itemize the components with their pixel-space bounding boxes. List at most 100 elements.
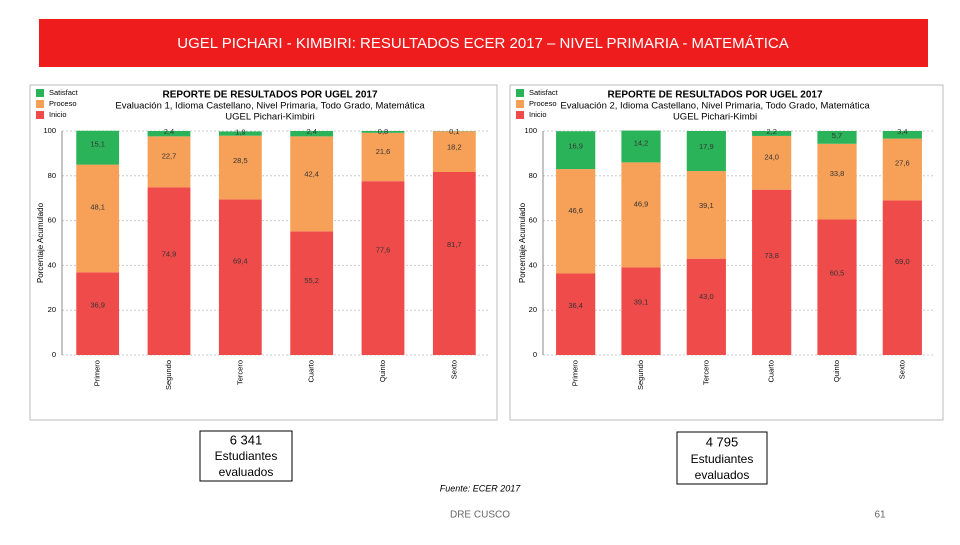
chart-subtitle: UGEL Pichari-Kimbiri [225,112,314,123]
legend-label: Proceso [49,99,77,108]
bar-segment [362,133,405,181]
value-label: 21,6 [376,147,391,156]
value-label: 42,4 [304,169,319,178]
bar-segment [883,200,922,355]
x-tick-label: Quinto [832,360,841,382]
count: 6 341 [230,432,263,447]
chart-title: REPORTE DE RESULTADOS POR UGEL 2017 [162,90,377,101]
x-tick-label: Quinto [378,360,387,382]
y-tick-label: 20 [48,305,56,314]
x-tick-label: Segundo [636,360,645,390]
x-tick-label: Sexto [897,360,906,379]
legend-swatch [516,111,524,119]
value-label: 36,4 [568,301,583,310]
value-label: 1,9 [235,127,245,136]
x-tick-label: Cuarto [307,360,316,383]
value-label: 2,2 [766,127,776,136]
source: Fuente: ECER 2017 [440,483,522,493]
y-tick-label: 60 [48,216,56,225]
bar-segment [148,187,191,355]
bar-segment [752,190,791,355]
y-axis-label: Porcentaje Acumulado [36,202,45,283]
legend-swatch [36,100,44,108]
value-label: 24,0 [764,152,779,161]
value-label: 0,8 [378,127,388,136]
legend-swatch [36,111,44,119]
bar-segment [433,172,476,355]
value-label: 0,1 [449,127,459,136]
value-label: 48,1 [90,203,105,212]
value-label: 39,1 [634,297,649,306]
value-label: 27,6 [895,158,910,167]
y-tick-label: 100 [524,126,537,135]
x-tick-label: Tercero [235,360,244,385]
value-label: 55,2 [304,276,319,285]
bar-segment [290,231,333,355]
legend-label: Satisfact [529,88,559,97]
y-axis-label: Porcentaje Acumulado [518,202,527,283]
legend-swatch [516,89,524,97]
chart-subtitle: UGEL Pichari-Kimbi [673,112,757,123]
y-tick-label: 40 [529,260,537,269]
legend-label: Inicio [49,110,67,119]
value-label: 74,9 [162,249,177,258]
count: 4 795 [706,434,739,449]
value-label: 69,0 [895,257,910,266]
value-label: 2,4 [164,127,174,136]
value-label: 28,5 [233,156,248,165]
value-label: 18,2 [447,143,462,152]
bar-segment [621,267,660,355]
value-label: 69,4 [233,257,248,266]
bar-segment [556,169,595,273]
bar-segment [817,219,856,355]
value-label: 14,2 [634,138,649,147]
bar-segment [621,162,660,267]
y-tick-label: 0 [533,350,537,359]
slide-title: UGEL PICHARI - KIMBIRI: RESULTADOS ECER … [177,35,789,52]
value-label: 3,4 [897,127,907,136]
x-tick-label: Sexto [449,360,458,379]
y-tick-label: 60 [529,216,537,225]
bar-segment [433,131,476,172]
value-label: 16,9 [568,141,583,150]
value-label: 77,6 [376,246,391,255]
value-label: 22,7 [162,152,177,161]
value-label: 73,8 [764,251,779,260]
value-label: 15,1 [90,139,105,148]
x-tick-label: Segundo [164,360,173,390]
chart-subtitle: Evaluación 2, Idioma Castellano, Nivel P… [560,101,870,112]
count-label: Estudiantes evaluados [200,448,292,480]
bar-segment [290,136,333,231]
value-label: 46,9 [634,199,649,208]
value-label: 81,7 [447,240,462,249]
chart-title: REPORTE DE RESULTADOS POR UGEL 2017 [607,90,822,101]
x-tick-label: Primero [571,360,580,386]
bar-segment [148,136,191,187]
bar-segment [219,200,262,355]
value-label: 39,1 [699,201,714,210]
value-label: 2,4 [306,127,316,136]
value-label: 46,6 [568,206,583,215]
bar-segment [883,139,922,201]
bar-segment [752,136,791,190]
value-label: 5,7 [832,131,842,140]
legend-label: Proceso [529,99,557,108]
value-label: 36,9 [90,300,105,309]
bar-segment [76,272,119,355]
value-label: 60,5 [830,269,845,278]
y-tick-label: 100 [43,126,56,135]
value-label: 43,0 [699,292,714,301]
y-tick-label: 0 [52,350,56,359]
bar-segment [556,273,595,355]
y-tick-label: 20 [529,305,537,314]
count-label-box: Estudiantes evaluados [677,451,767,485]
bar-segment [817,144,856,220]
y-tick-label: 40 [48,260,56,269]
legend-swatch [36,89,44,97]
bar-segment [687,171,726,259]
chart-subtitle: Evaluación 1, Idioma Castellano, Nivel P… [115,101,425,112]
legend-label: Satisfact [49,88,79,97]
bar-segment [362,181,405,355]
